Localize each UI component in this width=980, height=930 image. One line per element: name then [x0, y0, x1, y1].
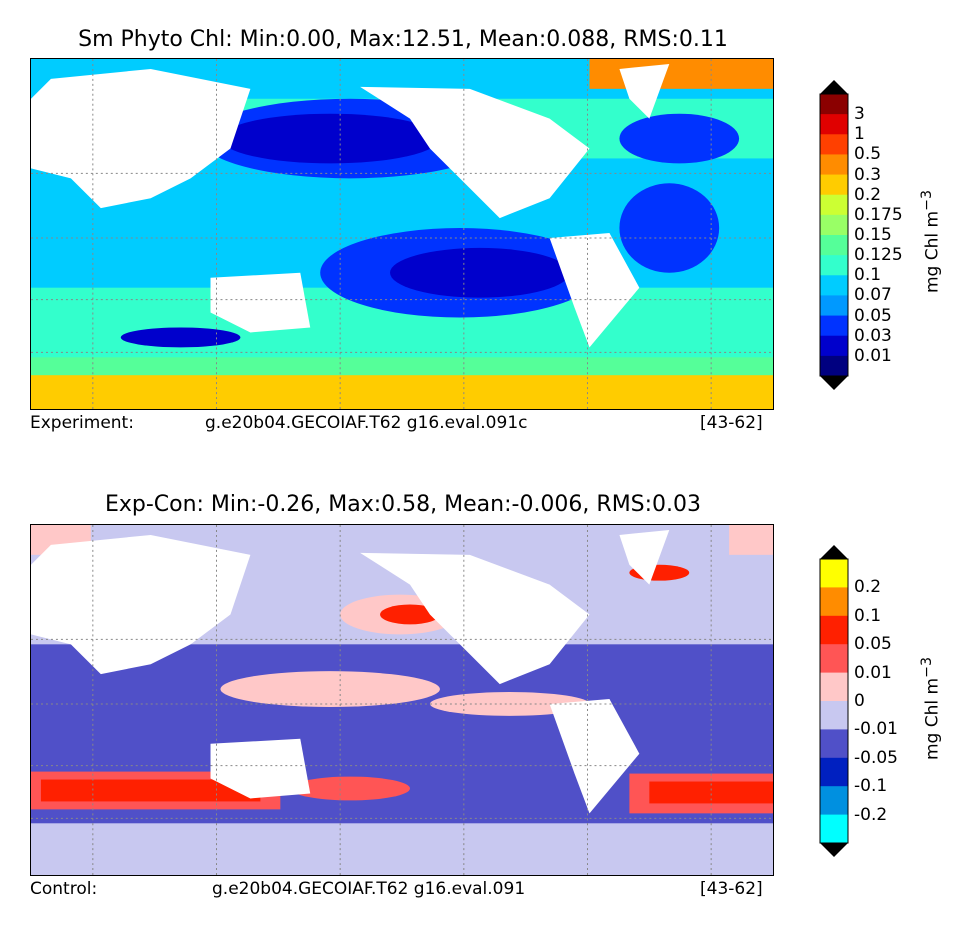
colorbar-swatch [820, 295, 848, 317]
colorbar-tick-label: 0 [854, 691, 865, 711]
colorbar-tick-label: 0.01 [854, 345, 892, 366]
colorbar-tick-label: 0.5 [854, 144, 882, 165]
colorbar-tick-label: 0.15 [854, 225, 892, 245]
colorbar-tick-label: 0.175 [854, 204, 903, 225]
colorbar-tick-label: 0.05 [854, 634, 892, 655]
colorbar-tick-label: -0.2 [854, 804, 888, 825]
colorbar-tick-label: -0.1 [854, 776, 888, 797]
difference-colorbar [819, 545, 849, 857]
colorbar-swatch [820, 335, 848, 357]
colorbar-tick-label: 0.1 [854, 265, 882, 286]
control-years: [43-62] [700, 879, 763, 899]
colorbar-swatch [820, 587, 848, 617]
colorbar-units-label: mg Chl m−3 [919, 657, 943, 760]
colorbar-swatch [820, 174, 848, 196]
colorbar-frame [819, 93, 849, 377]
colorbar-tick-label: 0.3 [854, 164, 882, 185]
colorbar-swatch [820, 315, 848, 337]
colorbar-swatch [820, 134, 848, 155]
colorbar-swatch [820, 559, 848, 588]
chlorophyll-map [30, 58, 774, 410]
colorbar-swatch [820, 154, 848, 176]
colorbar-tick-label: 0.03 [854, 325, 892, 346]
colorbar-tick-label: 3 [854, 104, 865, 125]
colorbar-swatch [820, 814, 848, 844]
colorbar-swatch [820, 355, 848, 377]
colorbar-swatch [820, 255, 848, 276]
colorbar-swatch [820, 235, 848, 256]
colorbar-swatch [820, 194, 848, 216]
colorbar-over-arrow [820, 545, 848, 559]
colorbar-tick-label: 0.01 [854, 662, 892, 683]
colorbar-tick-label: 0.1 [854, 605, 882, 626]
colorbar-tick-label: 0.07 [854, 285, 892, 306]
experiment-years: [43-62] [700, 413, 763, 433]
colorbar-units-label: mg Chl m−3 [919, 190, 943, 293]
colorbar-tick-label: 1 [854, 124, 865, 145]
colorbar-swatch [820, 94, 848, 115]
colorbar-under-arrow [820, 843, 848, 857]
colorbar-swatch [820, 615, 848, 645]
experiment-label: Experiment: [30, 413, 134, 433]
colorbar-tick-label: 0.125 [854, 245, 903, 266]
colorbar-swatch [820, 729, 848, 759]
colorbar-swatch [820, 757, 848, 787]
colorbar-tick-label: 0.05 [854, 305, 892, 326]
colorbar-swatch [820, 672, 848, 702]
colorbar-over-arrow [820, 80, 848, 94]
colorbar-swatch [820, 701, 848, 730]
colorbar-under-arrow [820, 376, 848, 390]
colorbar-tick-label: -0.05 [854, 747, 898, 768]
colorbar-swatch [820, 114, 848, 135]
chlorophyll-colorbar [819, 80, 849, 390]
colorbar-swatch [820, 644, 848, 674]
colorbar-tick-label: -0.01 [854, 719, 898, 740]
colorbar-frame [819, 558, 849, 844]
panel-2-title: Exp-Con: Min:-0.26, Max:0.58, Mean:-0.00… [104, 492, 702, 517]
difference-map [30, 524, 774, 876]
colorbar-swatch [820, 786, 848, 816]
experiment-case-name: g.e20b04.GECOIAF.T62 g16.eval.091c [205, 413, 528, 433]
colorbar-tick-label: 0.2 [854, 184, 882, 205]
colorbar-swatch [820, 214, 848, 236]
control-label: Control: [30, 879, 98, 899]
colorbar-tick-label: 0.2 [854, 577, 882, 598]
control-case-name: g.e20b04.GECOIAF.T62 g16.eval.091 [212, 879, 526, 899]
panel-1-title: Sm Phyto Chl: Min:0.00, Max:12.51, Mean:… [78, 27, 728, 52]
colorbar-swatch [820, 275, 848, 296]
